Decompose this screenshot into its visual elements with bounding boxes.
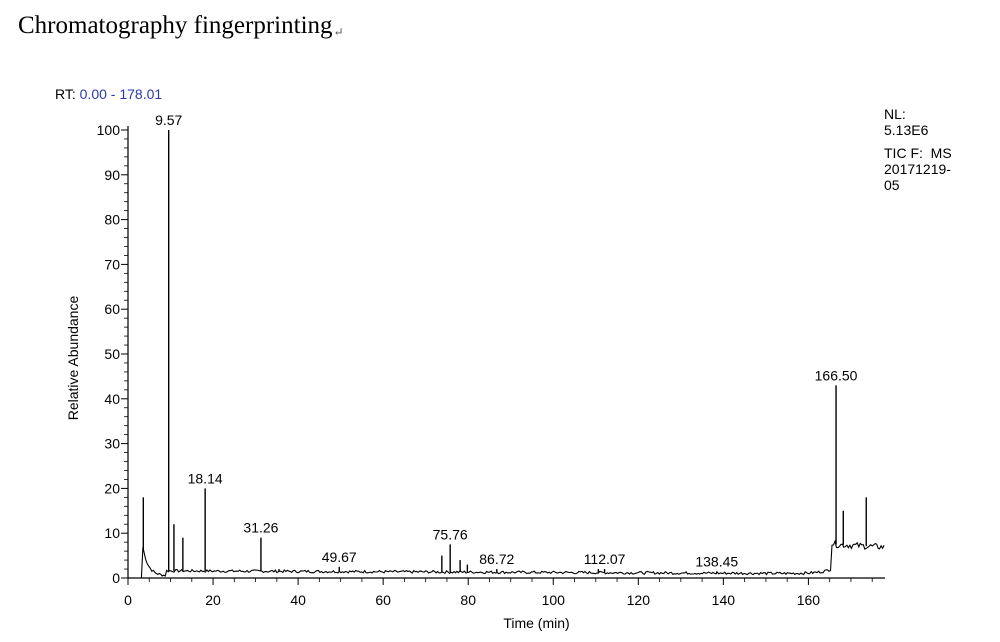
- x-tick-label: 80: [460, 592, 476, 608]
- peak-labels-layer: 9.57 18.14 31.26 49.67 75.76 86.72 112.07 138.4…: [155, 112, 858, 569]
- rt-prefix: RT:: [55, 86, 80, 102]
- x-tick-label: 40: [290, 592, 306, 608]
- file-name-line-1: 20171219-: [884, 161, 951, 177]
- paragraph-mark-icon: ↵: [333, 25, 344, 39]
- peak-label: 49.67: [322, 549, 357, 565]
- baseline-trace: [128, 539, 885, 579]
- document-title-text: Chromatography fingerprinting: [18, 12, 333, 39]
- x-tick-label: 100: [542, 592, 566, 608]
- x-axis-title: Time (min): [503, 615, 569, 631]
- peak-label: 31.26: [243, 520, 278, 536]
- x-tick-label: 60: [375, 592, 391, 608]
- x-tick-label: 20: [205, 592, 221, 608]
- document-title: Chromatography fingerprinting↵: [18, 12, 344, 40]
- file-name-line-2: 05: [884, 177, 900, 193]
- y-tick-label: 80: [104, 212, 120, 228]
- x-tick-label: 120: [627, 592, 651, 608]
- y-tick-label: 30: [104, 436, 120, 452]
- y-tick-label: 70: [104, 256, 120, 272]
- peak-label: 112.07: [584, 551, 626, 567]
- x-tick-label: 160: [797, 592, 821, 608]
- axes-layer: 0 10 20 30 40 50 60 70 80 90 100 0 20 40 60 80 100 120 140…: [65, 122, 885, 631]
- tic-filter-line: TIC F: MS: [884, 145, 952, 161]
- y-tick-label: 50: [104, 346, 120, 362]
- peak-label: 138.45: [695, 553, 738, 569]
- x-tick-label: 140: [712, 592, 736, 608]
- y-tick-label: 60: [104, 301, 120, 317]
- nl-info-block: NL: 5.13E6 TIC F: MS 20171219- 05: [884, 106, 952, 193]
- peak-label: 18.14: [188, 470, 223, 486]
- y-tick-label: 90: [104, 167, 120, 183]
- y-axis-title: Relative Abundance: [65, 296, 81, 421]
- y-tick-label: 10: [104, 525, 120, 541]
- nl-label: NL:: [884, 106, 906, 122]
- y-tick-label: 100: [97, 122, 121, 138]
- y-tick-label: 0: [112, 570, 120, 586]
- x-tick-label: 0: [124, 592, 132, 608]
- peak-label: 9.57: [155, 112, 182, 128]
- peak-label: 86.72: [479, 551, 514, 567]
- trace-layer: [128, 130, 885, 579]
- nl-value: 5.13E6: [884, 122, 929, 138]
- y-tick-label: 20: [104, 480, 120, 496]
- peak-label: 166.50: [815, 367, 858, 383]
- y-tick-label: 40: [104, 391, 120, 407]
- rt-range-value: 0.00 - 178.01: [79, 86, 163, 102]
- peak-label: 75.76: [433, 526, 468, 542]
- rt-range-label: RT: 0.00 - 178.01: [55, 86, 162, 102]
